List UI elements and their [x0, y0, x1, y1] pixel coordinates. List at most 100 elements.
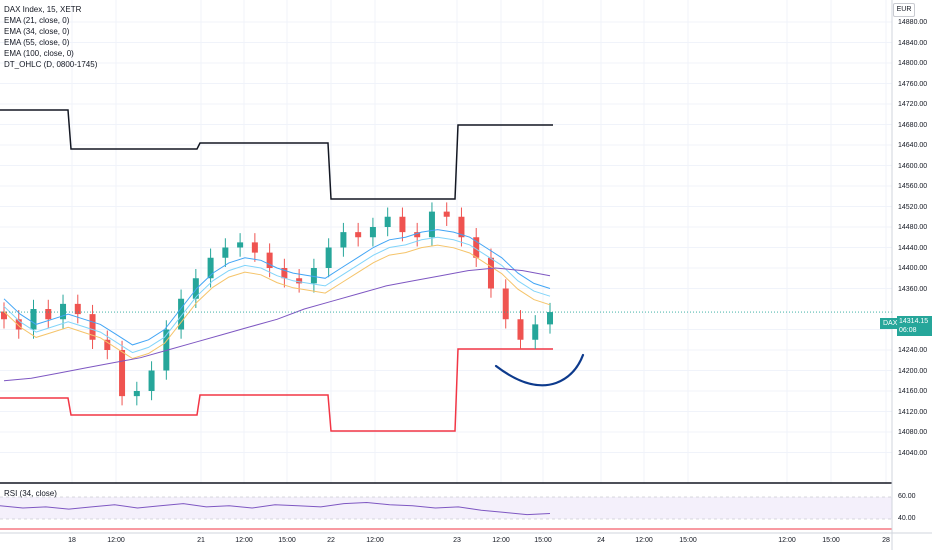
candle-body — [89, 314, 96, 340]
candle-body — [502, 288, 509, 320]
price-axis-label: 14400.00 — [898, 265, 928, 272]
daily-high-line — [0, 109, 553, 200]
time-axis-label: 15:00 — [278, 537, 296, 544]
price-axis-label: 14240.00 — [898, 347, 928, 354]
price-axis-label: 14360.00 — [898, 285, 928, 293]
last-price-value: 14314.15 — [899, 318, 929, 325]
candle-body — [547, 312, 553, 325]
time-axis-label: 18 — [68, 537, 76, 544]
candle-body — [207, 257, 214, 279]
last-price-badge: 14314.15 06:08 — [897, 316, 932, 336]
price-axis-label: 14640.00 — [898, 142, 928, 149]
price-axis-label: 14680.00 — [898, 121, 928, 129]
candle-body — [414, 232, 421, 238]
price-axis-label: 14600.00 — [898, 162, 928, 170]
indicator-ema21[interactable]: EMA (21, close, 0) — [4, 16, 70, 25]
candle-body — [310, 268, 317, 284]
price-axis-label: 14040.00 — [898, 449, 928, 457]
candle-body — [443, 211, 450, 217]
price-axis-label: 14480.00 — [898, 224, 928, 231]
price-axis-label: 14160.00 — [898, 388, 928, 395]
price-axis-label: 14080.00 — [898, 429, 928, 436]
candle-body — [192, 278, 199, 299]
candle-body — [148, 370, 155, 391]
candle-body — [384, 216, 391, 227]
price-axis-label: 14200.00 — [898, 367, 928, 375]
drawing-arc — [494, 353, 585, 387]
chart-grid — [0, 0, 892, 533]
candle-body — [428, 211, 435, 238]
price-axis-label: 14520.00 — [898, 203, 928, 211]
bar-countdown: 06:08 — [899, 327, 917, 334]
price-axis-label: 14800.00 — [898, 60, 928, 67]
candle-body — [473, 237, 480, 258]
price-series — [0, 109, 892, 432]
time-axis-label: 12:00 — [635, 537, 653, 544]
candle-body — [296, 278, 303, 284]
currency-button[interactable]: EUR — [893, 3, 915, 17]
candle-body — [45, 309, 52, 320]
candle-body — [266, 252, 273, 268]
candle-body — [30, 309, 37, 330]
candle-body — [178, 298, 185, 330]
rsi-level-40: 40.00 — [898, 515, 916, 522]
price-axis-label: 14120.00 — [898, 408, 928, 416]
candle-body — [15, 319, 22, 330]
indicator-dt-ohlc[interactable]: DT_OHLC (D, 0800-1745) — [4, 60, 98, 69]
indicator-ema100[interactable]: EMA (100, close, 0) — [4, 49, 74, 58]
candle-body — [281, 268, 288, 279]
candle-body — [104, 339, 111, 350]
time-axis-label: 12:00 — [235, 537, 253, 544]
candle-body — [487, 257, 494, 289]
candle-body — [355, 232, 362, 238]
candle-body — [532, 324, 539, 340]
chart-legend: DAX Index, 15, XETR EMA (21, close, 0) E… — [4, 4, 97, 70]
candle-body — [74, 303, 81, 315]
rsi-legend[interactable]: RSI (34, close) — [4, 489, 57, 498]
rsi-band — [0, 497, 892, 519]
ema21-line — [3, 229, 551, 346]
time-axis-label: 12:00 — [492, 537, 510, 544]
time-axis-label: 24 — [597, 537, 605, 544]
time-axis-label: 12:00 — [107, 537, 125, 544]
rsi-line — [0, 501, 551, 516]
time-axis-label: 22 — [327, 537, 335, 544]
time-axis-label: 15:00 — [679, 537, 697, 544]
candle-body — [60, 303, 67, 320]
indicator-ema34[interactable]: EMA (34, close, 0) — [4, 27, 70, 36]
time-axis-label: 21 — [197, 537, 205, 544]
price-axis-label: 14840.00 — [898, 39, 928, 47]
candle-body — [369, 227, 376, 238]
time-axis-label: 15:00 — [534, 537, 552, 544]
candle-body — [458, 216, 465, 238]
symbol-tag: DAX — [880, 318, 901, 329]
time-axis-label: 15:00 — [822, 537, 840, 544]
candle-body — [1, 311, 7, 320]
time-axis-label: 23 — [453, 537, 461, 544]
rsi-pane — [0, 484, 892, 532]
price-axis-label: 14880.00 — [898, 19, 928, 26]
ema34-line — [3, 236, 551, 354]
price-axis-label: 14560.00 — [898, 183, 928, 190]
price-axis-label: 14760.00 — [898, 80, 928, 88]
ema100-line — [3, 267, 551, 382]
candle-body — [237, 242, 244, 248]
rsi-level-60: 60.00 — [898, 493, 916, 500]
symbol-title[interactable]: DAX Index, 15, XETR — [4, 5, 82, 14]
time-axis-label: 28 — [882, 537, 890, 544]
candle-body — [119, 350, 126, 397]
time-axis-label: 12:00 — [366, 537, 384, 544]
daily-low-line — [0, 348, 553, 432]
ema55-line — [3, 244, 551, 360]
candle-body — [325, 247, 332, 268]
price-axis-label: 14720.00 — [898, 101, 928, 108]
candle-body — [340, 232, 347, 248]
candle-body — [133, 391, 140, 397]
time-axis-label: 12:00 — [778, 537, 796, 544]
candle-body — [399, 216, 406, 233]
indicator-ema55[interactable]: EMA (55, close, 0) — [4, 38, 70, 47]
price-axis-label: 14440.00 — [898, 244, 928, 252]
candle-body — [517, 319, 524, 340]
candle-body — [251, 242, 258, 253]
